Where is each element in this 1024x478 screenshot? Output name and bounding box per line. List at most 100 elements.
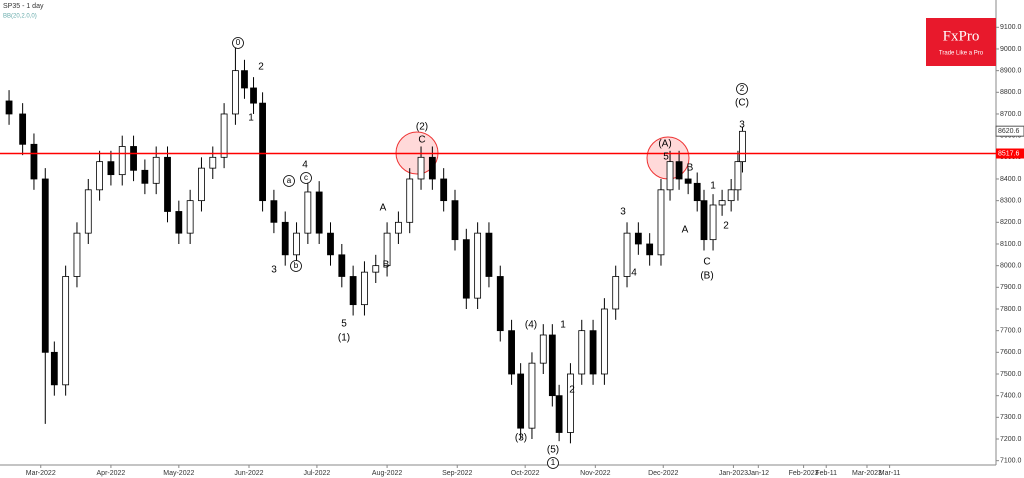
x-tick-label: Mar-11 <box>879 470 901 477</box>
wave-label: (4) <box>525 320 537 331</box>
wave-label: 3 <box>271 265 277 276</box>
wave-label: (B) <box>700 271 713 282</box>
y-tick-label: 7700.0 <box>1000 328 1022 335</box>
candle-body <box>270 200 278 223</box>
y-tick-label: 8400.0 <box>1000 176 1022 183</box>
wave-label: B <box>687 163 694 174</box>
candle-body <box>739 130 746 163</box>
y-tick-label: 7100.0 <box>1000 458 1022 465</box>
candle-body <box>539 334 547 364</box>
candle-body <box>727 189 735 202</box>
candle-body <box>684 178 692 184</box>
x-tick-label: Dec-2022 <box>648 470 678 477</box>
candle-body <box>634 232 642 245</box>
wave-label: (1) <box>338 333 350 344</box>
candle-body <box>281 221 289 256</box>
candle-body <box>19 113 27 145</box>
candle-body <box>517 373 525 429</box>
candle-body <box>646 243 654 256</box>
candle-body <box>118 146 126 176</box>
last-price-label: 8620.6 <box>998 128 1020 135</box>
x-tick-label: Mar-2023 <box>852 470 882 477</box>
y-tick-label: 7200.0 <box>1000 436 1022 443</box>
candle-body <box>508 330 515 375</box>
candle-body <box>372 265 380 273</box>
candle-body <box>186 200 194 234</box>
candle-body <box>496 276 504 332</box>
candle-body <box>709 204 717 241</box>
level-tag <box>996 148 1024 159</box>
wave-label: 1 <box>710 181 716 192</box>
candle-body <box>361 271 368 306</box>
wave-label: 0 <box>236 38 241 47</box>
chart-title: SP35 - 1 day <box>3 3 44 10</box>
candle-body <box>50 351 58 386</box>
wave-label: 5 <box>341 319 347 330</box>
candle-body <box>62 276 70 386</box>
y-tick-label: 7600.0 <box>1000 349 1022 356</box>
annotation-circle <box>232 37 244 49</box>
annotation-circle <box>736 83 748 95</box>
wave-label: (3) <box>515 433 527 444</box>
wave-label: 4 <box>631 268 637 279</box>
wave-label: (A) <box>658 139 671 150</box>
wave-label: a <box>287 176 292 185</box>
wave-label: 1 <box>248 113 254 124</box>
candle-body <box>327 232 334 256</box>
candle-body <box>440 178 448 202</box>
indicator-label: BB(20,2.0,0) <box>3 14 37 20</box>
wave-label: (5) <box>547 445 559 456</box>
x-tick-label: Oct-2022 <box>511 470 540 477</box>
candle-body <box>675 161 683 180</box>
candle-body <box>84 189 92 234</box>
x-tick-label: May-2022 <box>163 470 194 477</box>
candle-body <box>589 330 597 375</box>
annotation-circle <box>300 172 312 184</box>
wave-label: A <box>682 225 689 236</box>
candle-body <box>383 232 391 267</box>
candle-body <box>315 191 323 234</box>
y-tick-label: 8900.0 <box>1000 67 1022 74</box>
candle-body <box>700 200 708 241</box>
x-tick-label: Jan-2023 <box>719 470 748 477</box>
wave-label: 3 <box>620 207 626 218</box>
x-tick-label: Feb-11 <box>815 470 837 477</box>
y-tick-label: 8300.0 <box>1000 197 1022 204</box>
candle-body <box>175 211 183 234</box>
candle-body <box>406 178 414 223</box>
candle-body <box>220 113 228 158</box>
candle-body <box>30 143 38 180</box>
y-tick-label: 8700.0 <box>1000 111 1022 118</box>
wave-label: b <box>294 261 299 270</box>
wave-label: (C) <box>735 98 749 109</box>
candle-body <box>293 232 300 256</box>
x-tick-label: Jan-12 <box>748 470 770 477</box>
wave-label: 4 <box>302 160 308 171</box>
y-tick-label: 8100.0 <box>1000 241 1022 248</box>
candle-body <box>428 156 436 180</box>
candle-body <box>555 395 563 433</box>
candle-body <box>657 189 665 256</box>
annotation-circle <box>290 260 302 272</box>
wave-label: c <box>304 173 308 182</box>
y-tick-label: 8200.0 <box>1000 219 1022 226</box>
wave-label: B <box>383 260 390 271</box>
wave-label: 2 <box>258 62 264 73</box>
candle-body <box>394 221 402 234</box>
candle-body <box>107 161 115 176</box>
logo-box <box>926 18 996 66</box>
last-price-tag <box>995 125 1024 137</box>
candle-body <box>349 276 357 306</box>
wave-label: (2) <box>416 122 428 133</box>
x-tick-label: Sep-2022 <box>442 470 472 477</box>
logo-tagline: Trade Like a Pro <box>939 51 984 57</box>
candle-body <box>612 276 620 310</box>
wave-label: 5 <box>663 152 669 163</box>
wave-label: C <box>418 135 425 146</box>
logo: FxPro <box>943 28 980 44</box>
wave-label: 2 <box>740 84 745 93</box>
wave-label: C <box>703 257 710 268</box>
y-tick-label: 7500.0 <box>1000 371 1022 378</box>
candle-body <box>734 161 742 191</box>
